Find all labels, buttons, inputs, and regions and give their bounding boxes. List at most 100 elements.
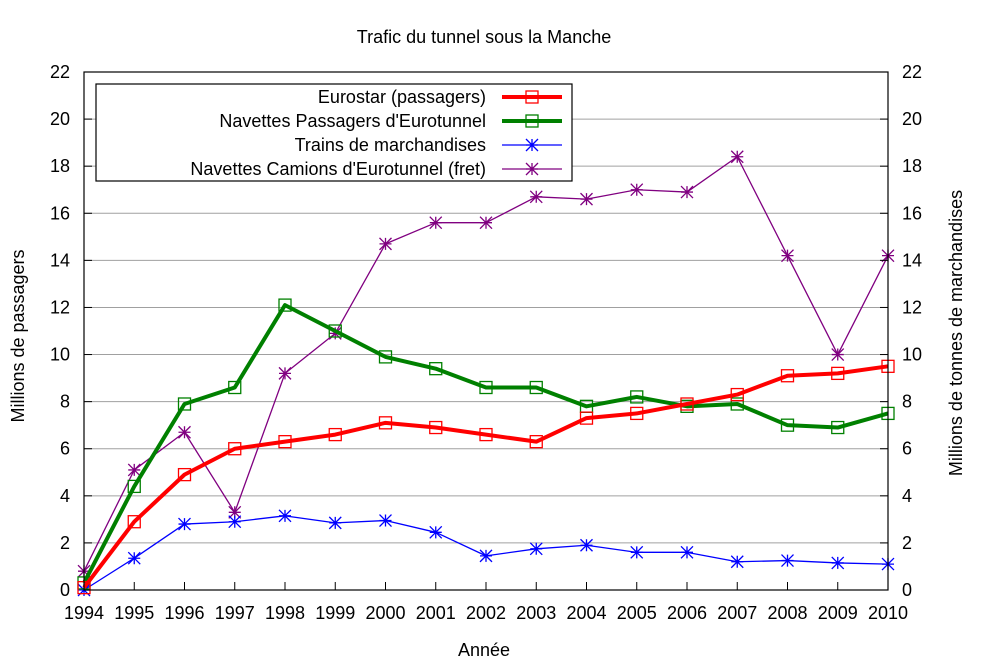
x-tick-label: 1995 [114, 603, 154, 623]
series-2-point [429, 362, 443, 376]
series-layer [77, 150, 895, 597]
series-1-point [730, 387, 744, 402]
y-tick-label-left: 6 [60, 439, 70, 459]
series-1-point [831, 366, 845, 381]
series-3-point [178, 517, 191, 531]
y-tick-label-left: 10 [50, 345, 70, 365]
y-tick-label-left: 18 [50, 156, 70, 176]
series-4-point [127, 463, 141, 477]
series-4-point [379, 237, 392, 251]
x-tick-label: 2001 [416, 603, 456, 623]
y-tick-label-right: 18 [902, 156, 922, 176]
series-1-point [278, 435, 292, 449]
legend: Eurostar (passagers) Navettes Passagers d… [95, 83, 573, 182]
x-tick-label: 1999 [315, 603, 355, 623]
y-tick-label-right: 20 [902, 109, 922, 129]
legend-label: Navettes Camions d'Eurotunnel (fret) [190, 159, 486, 179]
series-3-point [228, 515, 242, 529]
series-2-point [730, 397, 744, 411]
y-tick-label-left: 16 [50, 203, 70, 223]
series-2-point [278, 298, 292, 312]
series-1-point [529, 435, 543, 449]
series-1-point [479, 427, 493, 442]
y-tick-label-left: 12 [50, 297, 70, 317]
series-2-point [177, 397, 192, 411]
y-tick-label-left: 22 [50, 62, 70, 82]
series-3-point [529, 542, 543, 556]
series-3-point [831, 556, 845, 570]
series-4-point [730, 150, 744, 164]
x-tick-label: 2006 [667, 603, 707, 623]
x-tick-label: 2002 [466, 603, 506, 623]
series-4-point [429, 216, 443, 230]
series-3-point [479, 549, 493, 563]
legend-swatch-marker [525, 90, 539, 104]
series-2-point [831, 420, 845, 435]
legend-swatch-marker [525, 138, 539, 152]
series-3-point [781, 554, 794, 568]
y-tick-label-right: 4 [902, 486, 912, 506]
series-3-point [680, 545, 694, 559]
series-1-point [378, 416, 393, 430]
series-3-point [127, 551, 141, 565]
y-tick-label-right: 2 [902, 533, 912, 553]
series-1-line [82, 364, 889, 589]
series-2-point [479, 380, 493, 395]
y-tick-label-right: 6 [902, 439, 912, 459]
y-tick-label-left: 14 [50, 250, 70, 270]
series-4-point [529, 190, 543, 204]
series-1-point [429, 420, 443, 435]
x-tick-label: 2007 [717, 603, 757, 623]
series-3-point [730, 555, 744, 569]
series-2-point [780, 418, 795, 432]
legend-label: Navettes Passagers d'Eurotunnel [219, 111, 486, 131]
series-3-point [580, 538, 593, 552]
series-1-point [579, 411, 594, 425]
x-tick-label: 2005 [617, 603, 657, 623]
series-3-point [630, 545, 644, 559]
y-tick-label-left: 4 [60, 486, 70, 506]
series-4-point [630, 183, 644, 197]
y-tick-label-right: 10 [902, 345, 922, 365]
x-tick-label: 2004 [566, 603, 606, 623]
x-tick-label: 1997 [215, 603, 255, 623]
series-4 [77, 150, 895, 578]
legend-swatch-marker [525, 114, 539, 128]
y-tick-label-left: 8 [60, 392, 70, 412]
series-3-point [328, 516, 342, 530]
series-4-point [680, 185, 694, 199]
y-tick-label-left: 20 [50, 109, 70, 129]
series-4-point [479, 216, 493, 230]
series-4-point [278, 366, 292, 380]
y-axis-title-right: Millions de tonnes de marchandises [946, 190, 966, 476]
x-tick-label: 2003 [516, 603, 556, 623]
series-1-point [680, 397, 694, 411]
legend-label: Eurostar (passagers) [318, 87, 486, 107]
series-4-point [781, 249, 794, 263]
legend-box [95, 83, 573, 182]
y-tick-label-left: 0 [60, 580, 70, 600]
series-1-point [780, 369, 795, 383]
y-tick-label-right: 8 [902, 392, 912, 412]
series-2-line [82, 303, 889, 584]
chart-title: Trafic du tunnel sous la Manche [357, 27, 611, 47]
y-tick-label-right: 22 [902, 62, 922, 82]
series-1-point [127, 515, 141, 529]
series-2-point [529, 380, 543, 395]
x-tick-label: 1998 [265, 603, 305, 623]
x-tick-label: 1996 [164, 603, 204, 623]
series-1-point [177, 467, 192, 482]
series-1 [77, 359, 895, 595]
series-2-point [630, 390, 644, 404]
series-2-point [127, 479, 141, 494]
x-axis-title: Année [458, 640, 510, 660]
series-4-point [580, 192, 593, 206]
y-axis-title-left: Millions de passagers [8, 249, 28, 422]
series-3-point [278, 509, 292, 523]
legend-swatch-marker [525, 162, 539, 176]
y-tick-label-right: 0 [902, 580, 912, 600]
series-3-point [429, 525, 443, 539]
x-tick-label: 2010 [868, 603, 908, 623]
